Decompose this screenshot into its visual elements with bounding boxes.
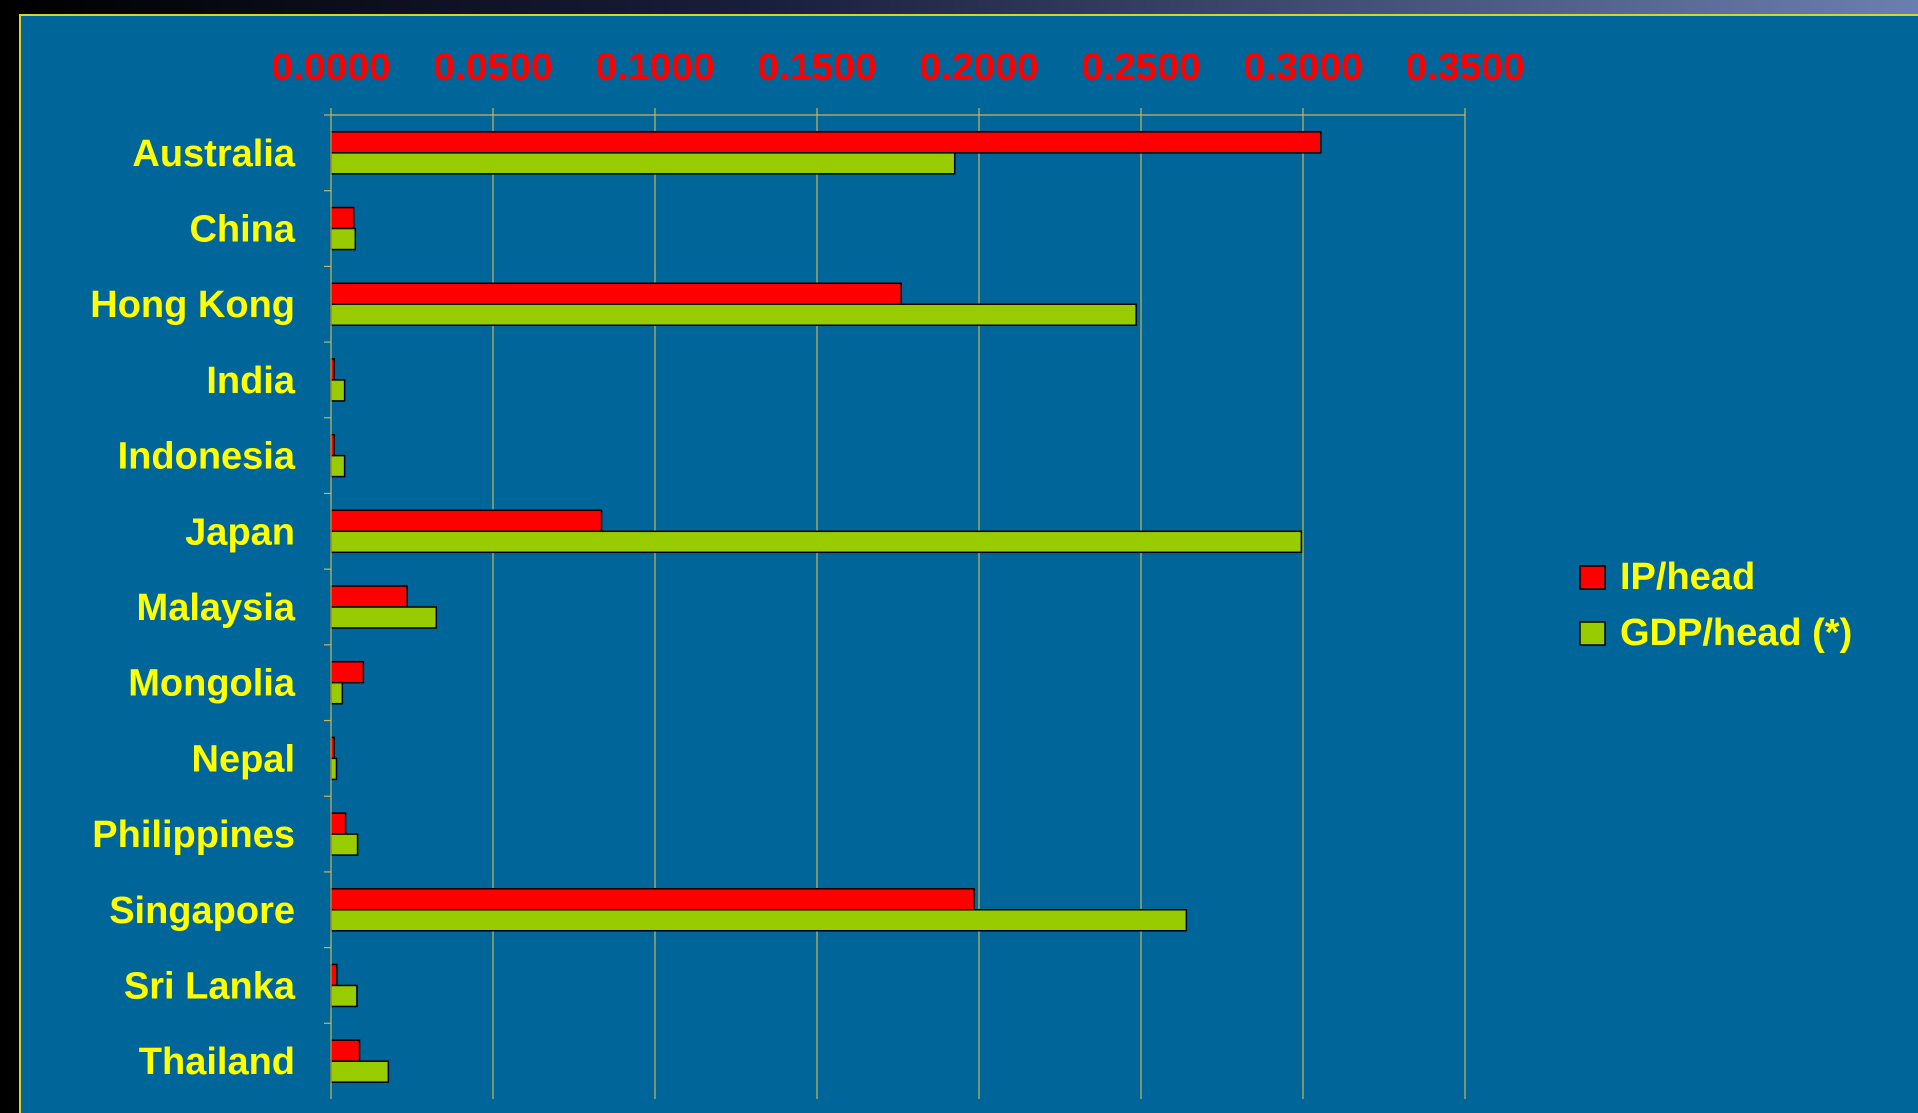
legend: IP/head GDP/head (*) xyxy=(1579,556,1852,654)
bar-ip-head xyxy=(330,131,1322,154)
bar-ip-head xyxy=(330,509,603,533)
category-label: Singapore xyxy=(109,890,295,932)
category-label: Hong Kong xyxy=(90,284,295,326)
bar-gdp-head xyxy=(330,227,357,251)
category-label: Mongolia xyxy=(128,663,296,705)
category-label: China xyxy=(189,209,295,251)
bar-gdp-head xyxy=(330,681,344,705)
bar-ip-head xyxy=(330,1039,361,1062)
bar-ip-head xyxy=(330,660,365,684)
category-label: Nepal xyxy=(192,738,295,780)
legend-label: IP/head xyxy=(1620,556,1755,598)
bar-gdp-head xyxy=(330,757,338,781)
x-tick-labels: 0.0000 0.0500 0.1000 0.1500 0.2000 0.2500 0.30… xyxy=(271,46,1524,89)
bar-gdp-head xyxy=(330,303,1137,326)
bar-gdp-head xyxy=(330,454,346,478)
category-label: Thailand xyxy=(139,1041,295,1083)
bar-gdp-head xyxy=(330,909,1188,932)
bar-ip-head xyxy=(330,206,355,230)
category-label: Japan xyxy=(185,511,295,553)
bar-ip-head xyxy=(330,963,338,987)
category-label: Indonesia xyxy=(118,436,296,478)
bar-gdp-head xyxy=(330,1060,390,1083)
legend-swatch xyxy=(1579,621,1606,646)
bar-ip-head xyxy=(330,888,975,911)
bar-gdp-head xyxy=(330,984,358,1008)
x-tick-label: 0.2500 xyxy=(1081,46,1200,89)
axes xyxy=(324,108,1466,1099)
x-tick-label: 0.3000 xyxy=(1243,46,1362,89)
x-tick-label: 0.0000 xyxy=(271,46,390,89)
category-label: Australia xyxy=(132,133,295,175)
gridlines xyxy=(492,115,1466,1099)
category-label: Sri Lanka xyxy=(124,965,296,1007)
x-tick-label: 0.0500 xyxy=(433,46,552,89)
bar-ip-head xyxy=(330,585,408,608)
bar-ip-head xyxy=(330,282,902,305)
category-labels: Australia China Hong Kong India Indonesia Jap… xyxy=(90,133,296,1083)
legend-label: GDP/head (*) xyxy=(1620,612,1852,654)
category-label: Malaysia xyxy=(137,587,296,629)
bar-gdp-head xyxy=(330,833,359,856)
bar-gdp-head xyxy=(330,530,1303,554)
category-label: India xyxy=(206,360,296,402)
bar-gdp-head xyxy=(330,606,438,629)
bar-gdp-head xyxy=(330,152,956,175)
x-tick-label: 0.1500 xyxy=(757,46,876,89)
category-label: Philippines xyxy=(92,814,295,856)
x-tick-label: 0.3500 xyxy=(1405,46,1524,89)
x-tick-label: 0.2000 xyxy=(919,46,1038,89)
bar-ip-head xyxy=(330,812,347,835)
bar-gdp-head xyxy=(330,379,346,402)
bars xyxy=(330,131,1322,1083)
legend-swatch xyxy=(1579,565,1606,590)
x-tick-label: 0.1000 xyxy=(595,46,714,89)
